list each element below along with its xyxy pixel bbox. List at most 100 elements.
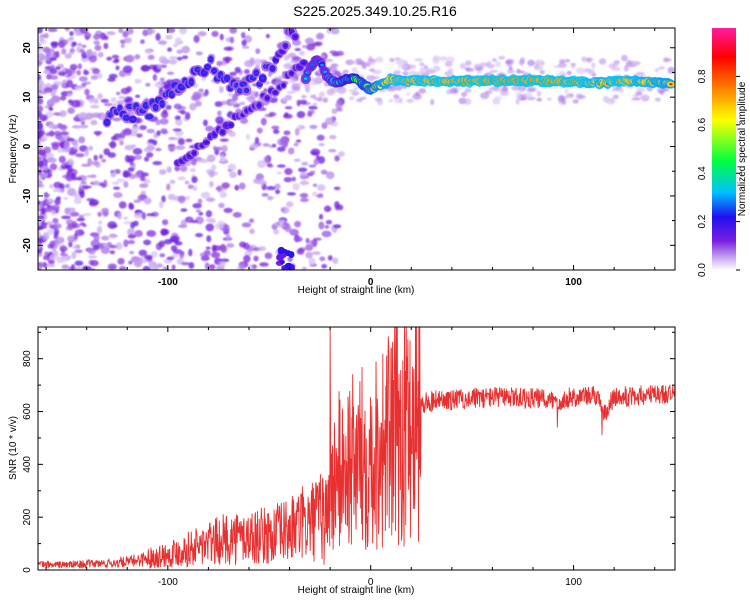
noise-speckle	[309, 77, 315, 82]
y-tick-label: -10	[22, 188, 33, 203]
noise-speckle	[146, 152, 154, 158]
noise-speckle	[291, 87, 301, 92]
noise-speckle	[38, 82, 46, 90]
noise-speckle	[38, 149, 47, 156]
noise-speckle	[41, 207, 46, 216]
noise-speckle	[274, 183, 281, 190]
noise-speckle	[148, 264, 157, 270]
snr-panel: -100 0 100 0 200 400 600 800 Height of straight…	[8, 326, 676, 596]
y-tick-label: 10	[22, 91, 33, 103]
noise-speckle	[329, 86, 339, 94]
noise-speckle	[241, 222, 252, 228]
noise-speckle	[327, 255, 333, 261]
noise-speckle	[533, 65, 543, 71]
noise-speckle	[49, 184, 54, 189]
noise-speckle	[276, 146, 286, 152]
noise-speckle	[131, 144, 136, 148]
colorbar-tick-label: 0.6	[697, 117, 708, 131]
noise-speckle	[635, 91, 643, 96]
noise-speckle	[325, 219, 333, 225]
noise-speckle	[626, 60, 633, 65]
noise-speckle	[58, 124, 68, 130]
noise-speckle	[516, 70, 526, 74]
noise-speckle	[55, 236, 65, 244]
noise-speckle	[134, 78, 142, 84]
noise-speckle	[128, 202, 134, 210]
noise-speckle	[146, 128, 155, 134]
noise-speckle	[49, 253, 59, 261]
noise-speckle	[165, 104, 172, 110]
noise-speckle	[115, 91, 121, 96]
noise-speckle	[283, 176, 293, 183]
noise-speckle	[146, 213, 155, 217]
noise-speckle	[163, 239, 173, 245]
noise-speckle	[324, 117, 335, 125]
noise-speckle	[81, 44, 87, 49]
noise-speckle	[309, 239, 318, 245]
noise-speckle	[321, 122, 328, 129]
noise-speckle	[536, 90, 542, 97]
noise-speckle	[479, 62, 490, 67]
noise-speckle	[205, 210, 213, 218]
noise-speckle	[229, 171, 237, 179]
noise-speckle	[219, 33, 224, 41]
noise-speckle	[134, 229, 143, 237]
noise-speckle	[300, 125, 305, 129]
noise-speckle	[49, 163, 58, 171]
colorbar: 0.0 0.2 0.4 0.6 0.8 Normalized spectral ampl…	[697, 28, 748, 277]
noise-speckle	[311, 191, 318, 197]
noise-speckle	[261, 193, 269, 197]
noise-speckle	[159, 200, 164, 209]
noise-speckle	[71, 125, 81, 129]
noise-speckle	[238, 263, 246, 270]
noise-speckle	[45, 263, 56, 268]
noise-speckle	[254, 137, 260, 144]
noise-speckle	[38, 105, 44, 113]
noise-speckle	[193, 35, 200, 43]
noise-speckle	[489, 69, 499, 74]
noise-speckle	[294, 47, 301, 52]
colorbar-tick-label: 0.2	[697, 214, 708, 228]
noise-speckle	[407, 64, 417, 70]
noise-speckle	[152, 160, 163, 166]
noise-speckle	[214, 101, 223, 107]
ridge-main-blob	[320, 63, 324, 67]
noise-speckle	[335, 50, 345, 57]
noise-speckle	[38, 174, 43, 181]
noise-speckle	[256, 127, 263, 134]
noise-speckle	[518, 58, 525, 66]
noise-speckle	[127, 167, 135, 172]
noise-speckle	[145, 82, 151, 87]
noise-speckle	[217, 220, 225, 229]
snr-y-axis-label: SNR (10 * v/v)	[8, 416, 19, 480]
noise-speckle	[239, 117, 249, 124]
noise-speckle	[101, 183, 106, 188]
noise-speckle	[90, 119, 98, 126]
noise-speckle	[271, 143, 277, 148]
noise-speckle	[43, 87, 53, 93]
noise-speckle	[527, 86, 537, 92]
ridge-main-blob	[669, 83, 673, 86]
ridge-upper-blob	[170, 93, 174, 96]
noise-speckle	[85, 112, 94, 120]
noise-speckle	[79, 222, 86, 226]
ridge-upper-blob	[205, 65, 210, 69]
noise-speckle	[106, 31, 116, 36]
noise-speckle	[83, 32, 92, 39]
noise-speckle	[38, 225, 44, 231]
cluster-blob	[284, 262, 293, 269]
noise-speckle	[286, 201, 294, 208]
ridge-lower-blob	[265, 97, 270, 100]
spectrogram-ridges	[102, 28, 675, 270]
noise-speckle	[205, 197, 216, 202]
noise-speckle	[243, 69, 250, 75]
noise-speckle	[134, 54, 141, 60]
noise-speckle	[369, 68, 375, 72]
noise-speckle	[107, 221, 117, 229]
noise-speckle	[80, 180, 87, 184]
noise-speckle	[133, 155, 143, 160]
noise-speckle	[218, 261, 226, 268]
noise-speckle	[297, 167, 308, 173]
noise-speckle	[78, 229, 84, 236]
noise-speckle	[38, 230, 42, 239]
